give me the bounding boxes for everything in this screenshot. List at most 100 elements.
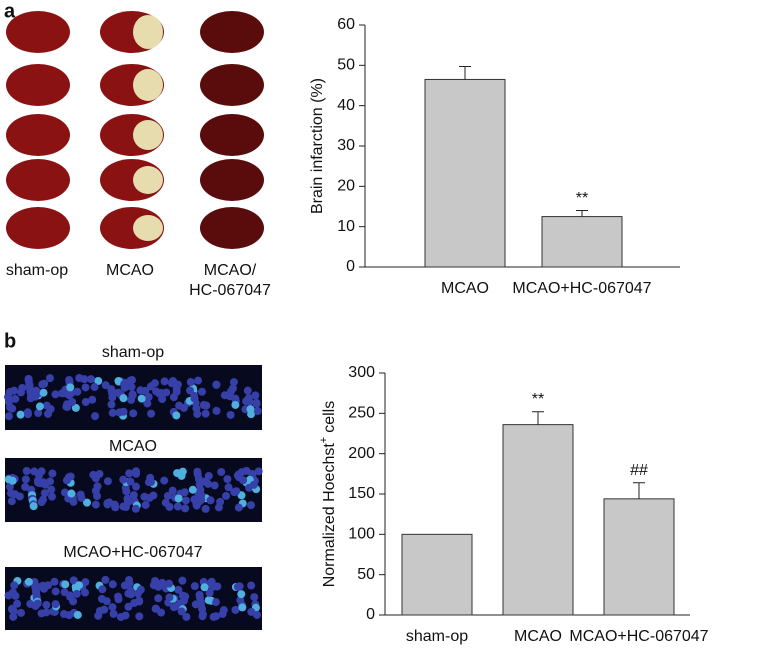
caption: MCAO <box>106 262 154 279</box>
nucleus <box>67 489 76 498</box>
error-bar <box>633 482 645 499</box>
nucleus <box>233 471 242 480</box>
nucleus <box>39 495 48 504</box>
nucleus <box>114 595 123 604</box>
nucleus <box>147 409 156 418</box>
nucleus <box>143 399 152 408</box>
nucleus <box>220 391 229 400</box>
nucleus <box>32 386 41 395</box>
nucleus <box>9 612 18 621</box>
y-tick-label: 30 <box>337 137 355 154</box>
error-bar <box>532 411 544 425</box>
nucleus <box>140 492 149 501</box>
nucleus <box>45 374 54 383</box>
nucleus <box>201 504 210 513</box>
brain-slice <box>200 11 264 53</box>
nucleus <box>207 577 216 586</box>
significance: ## <box>630 462 648 479</box>
nucleus <box>222 491 231 500</box>
nucleus <box>250 593 259 602</box>
nucleus <box>127 382 136 391</box>
nucleus <box>60 588 69 597</box>
nucleus <box>108 603 117 612</box>
nucleus <box>168 486 177 495</box>
nucleus <box>194 376 203 385</box>
nucleus <box>209 612 218 621</box>
nucleus <box>119 407 128 416</box>
nucleus <box>181 504 190 513</box>
nucleus <box>197 600 206 609</box>
nucleus <box>177 607 186 616</box>
nucleus <box>141 500 150 509</box>
nucleus <box>18 384 27 393</box>
nucleus <box>35 402 44 411</box>
label-part: + <box>318 437 330 443</box>
brain-slice <box>6 159 70 201</box>
nucleus <box>95 470 104 479</box>
nucleus <box>22 466 31 475</box>
significance: ** <box>576 190 588 207</box>
y-tick-label: 50 <box>337 57 355 74</box>
nucleus <box>199 401 208 410</box>
y-axis-label: Brain infarction (%) <box>309 78 326 214</box>
caption: HC-067047 <box>189 282 271 299</box>
x-tick-label: MCAO <box>514 628 562 645</box>
nucleus <box>72 589 81 598</box>
nucleus <box>62 402 71 411</box>
nucleus <box>173 502 182 511</box>
nucleus <box>88 395 97 404</box>
nucleus <box>126 477 135 486</box>
nucleus <box>73 610 82 619</box>
nucleus <box>190 495 199 504</box>
nucleus <box>167 379 176 388</box>
nucleus <box>66 383 75 392</box>
nucleus <box>26 599 35 608</box>
nucleus <box>198 610 207 619</box>
nucleus <box>111 503 120 512</box>
nucleus <box>109 609 118 618</box>
nucleus <box>127 590 136 599</box>
nucleus <box>69 597 78 606</box>
nucleus <box>23 410 32 419</box>
nucleus <box>125 579 134 588</box>
brain-slice <box>200 64 264 106</box>
nucleus <box>232 487 241 496</box>
nucleus <box>126 376 135 385</box>
brain-slice <box>6 207 70 249</box>
nucleus <box>75 374 84 383</box>
nucleus <box>190 582 199 591</box>
y-tick-label: 20 <box>337 178 355 195</box>
nucleus <box>50 577 59 586</box>
x-tick-label: MCAO+HC-067047 <box>512 280 651 297</box>
infarct <box>133 69 163 101</box>
nucleus <box>26 394 35 403</box>
nucleus <box>165 579 174 588</box>
nucleus <box>188 485 197 494</box>
nucleus <box>182 612 191 621</box>
nucleus <box>60 488 69 497</box>
nucleus <box>146 473 155 482</box>
nucleus <box>4 591 13 600</box>
bar <box>541 216 623 268</box>
nucleus <box>98 585 107 594</box>
y-tick-label: 40 <box>337 97 355 114</box>
nucleus <box>172 387 181 396</box>
nucleus <box>11 591 20 600</box>
nucleus <box>11 394 20 403</box>
y-tick-label: 250 <box>348 405 375 422</box>
nucleus <box>30 467 39 476</box>
infarct <box>133 15 163 49</box>
nucleus <box>94 611 103 620</box>
nucleus <box>119 502 128 511</box>
nucleus <box>178 591 187 600</box>
nucleus <box>129 409 138 418</box>
label-part: cells <box>321 401 338 433</box>
nucleus <box>186 378 195 387</box>
nucleus <box>131 504 140 513</box>
nucleus <box>128 391 137 400</box>
caption: MCAO+HC-067047 <box>63 544 202 561</box>
nucleus <box>179 403 188 412</box>
nucleus <box>91 412 100 421</box>
infarct <box>133 215 163 241</box>
nucleus <box>217 467 226 476</box>
